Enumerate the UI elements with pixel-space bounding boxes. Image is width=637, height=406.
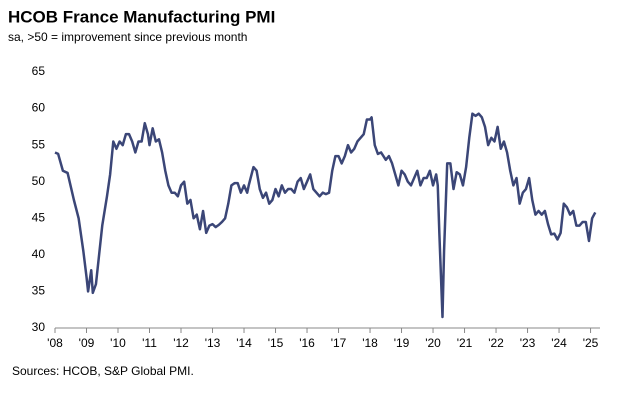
x-tick-label: '23	[520, 336, 536, 350]
chart-subtitle: sa, >50 = improvement since previous mon…	[8, 30, 247, 44]
y-tick-label: 45	[32, 210, 46, 224]
x-tick-label: '21	[457, 336, 473, 350]
y-tick-label: 65	[32, 64, 46, 78]
y-tick-label: 60	[32, 101, 46, 115]
chart-title: HCOB France Manufacturing PMI	[8, 7, 275, 26]
x-tick-label: '14	[236, 336, 252, 350]
x-tick-label: '13	[205, 336, 221, 350]
x-tick-label: '25	[583, 336, 599, 350]
x-tick-label: '19	[394, 336, 410, 350]
x-tick-label: '22	[488, 336, 504, 350]
x-tick-label: '08	[47, 336, 63, 350]
x-tick-label: '11	[142, 336, 157, 350]
y-tick-label: 35	[32, 284, 46, 298]
x-tick-label: '16	[299, 336, 315, 350]
x-tick-label: '15	[268, 336, 284, 350]
x-tick-label: '10	[110, 336, 126, 350]
x-tick-label: '09	[79, 336, 95, 350]
x-tick-label: '24	[551, 336, 567, 350]
data-line	[54, 112, 597, 319]
y-tick-label: 55	[32, 137, 46, 151]
y-tick-label: 30	[32, 320, 46, 334]
y-tick-label: 50	[32, 174, 46, 188]
x-tick-label: '12	[173, 336, 189, 350]
x-tick-label: '20	[425, 336, 441, 350]
y-tick-label: 40	[32, 247, 46, 261]
x-tick-label: '18	[362, 336, 378, 350]
source-note: Sources: HCOB, S&P Global PMI.	[12, 364, 194, 378]
x-tick-label: '17	[331, 336, 347, 350]
